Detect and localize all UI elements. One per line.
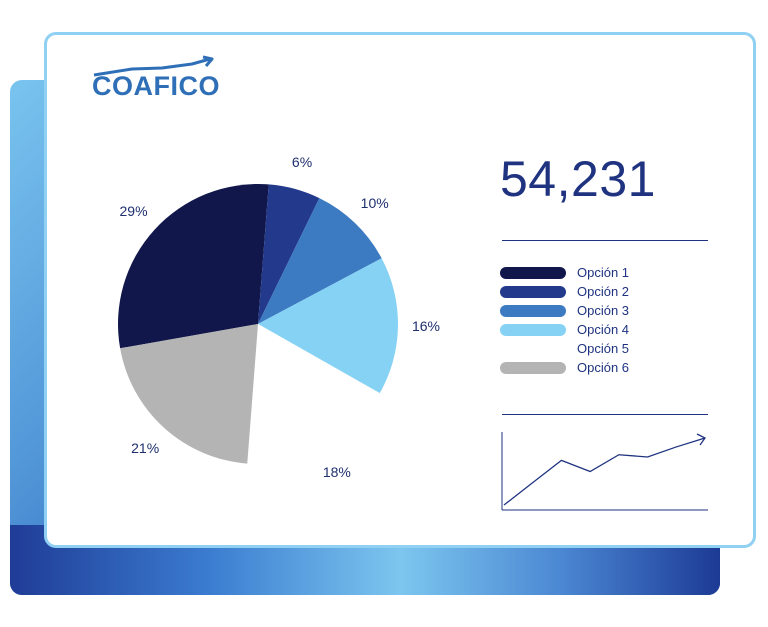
trend-line-series: [503, 437, 706, 506]
legend-item-3: Opción 3: [500, 301, 629, 320]
legend-swatch: [500, 266, 566, 279]
pie-slice-1: [118, 184, 269, 349]
pie-slice-4: [258, 258, 398, 394]
legend-label: Opción 3: [577, 303, 630, 318]
chart-legend: Opción 1 Opción 2 Opción 3 Opción 4 Opción 5…: [500, 263, 629, 377]
pie-slice-2: [258, 184, 320, 324]
headline-value: 54,231: [500, 151, 656, 207]
legend-swatch: [500, 285, 566, 298]
brand-logo: COAFICO: [92, 55, 222, 105]
legend-label: Opción 4: [577, 322, 630, 337]
pie-chart: [118, 184, 398, 464]
pie-label-6: 21%: [131, 440, 160, 457]
legend-label: Opción 1: [577, 265, 630, 280]
pie-label-3: 10%: [360, 195, 389, 212]
legend-item-4: Opción 4: [500, 320, 629, 339]
legend-item-2: Opción 2: [500, 282, 629, 301]
divider-bottom: [502, 414, 708, 415]
legend-swatch: [500, 304, 566, 317]
pie-slice-6: [120, 324, 258, 464]
pie-label-5: 18%: [322, 464, 351, 481]
trend-line-chart: [501, 432, 708, 511]
trend-arrow-icon: [93, 55, 214, 77]
legend-item-6: Opción 6: [500, 358, 629, 377]
pie-slice-5: [247, 324, 380, 464]
legend-swatch: [500, 342, 566, 355]
legend-label: Opción 2: [577, 284, 630, 299]
legend-item-5: Opción 5: [500, 339, 629, 358]
divider-top: [502, 240, 708, 241]
legend-swatch: [500, 323, 566, 336]
arrowhead-icon: [696, 433, 706, 446]
brand-name: COAFICO: [92, 71, 220, 101]
pie-label-4: 16%: [411, 318, 440, 335]
legend-item-1: Opción 1: [500, 263, 629, 282]
legend-label: Opción 5: [577, 341, 630, 356]
legend-label: Opción 6: [577, 360, 630, 375]
pie-slice-3: [258, 198, 382, 324]
pie-label-2: 6%: [291, 153, 313, 170]
pie-label-1: 29%: [119, 203, 148, 220]
legend-swatch: [500, 361, 566, 374]
